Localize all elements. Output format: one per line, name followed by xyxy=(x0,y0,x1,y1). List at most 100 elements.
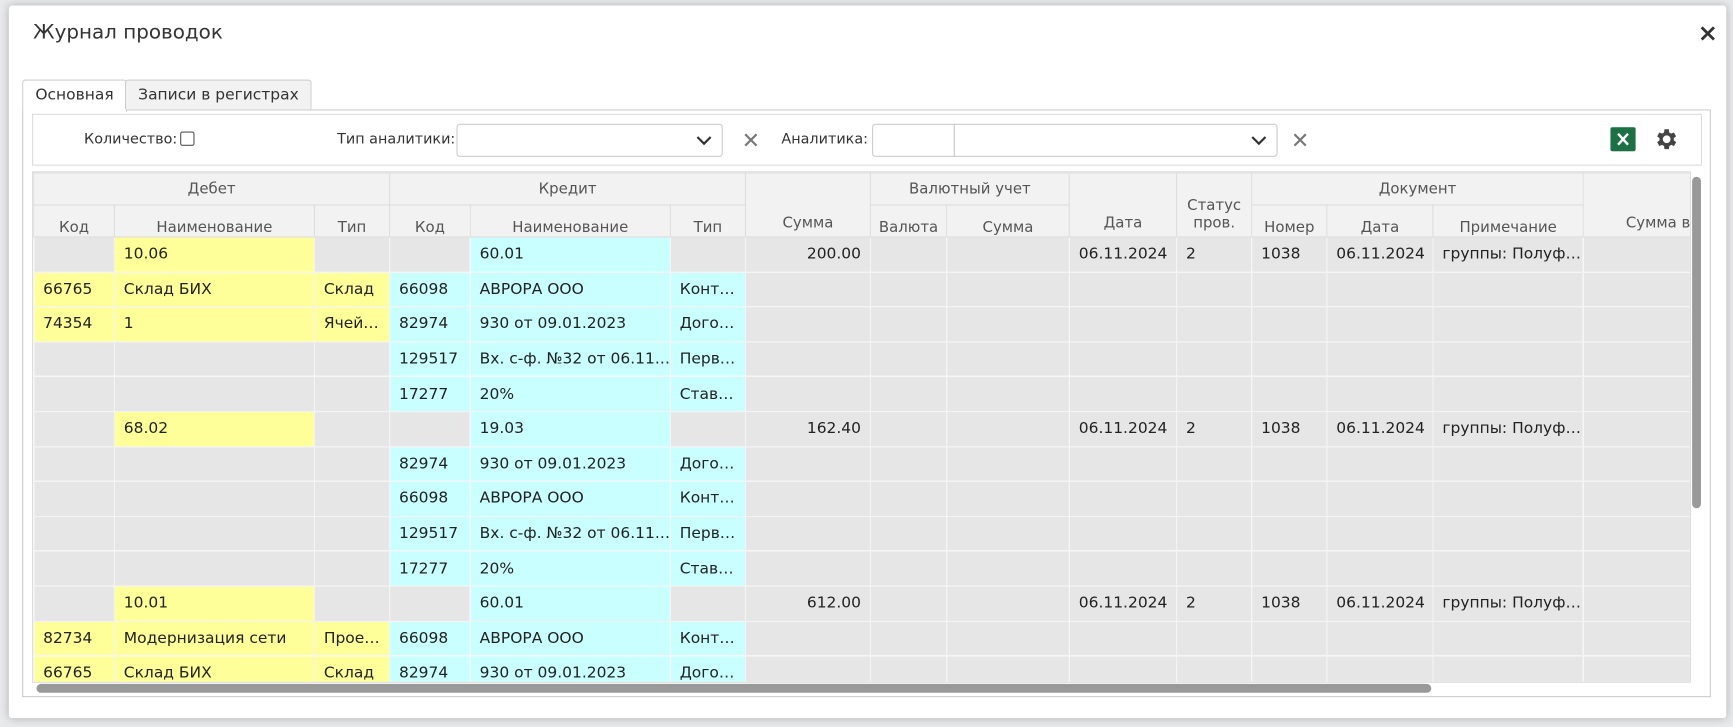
chevron xyxy=(696,136,712,146)
cell xyxy=(1068,306,1178,343)
cell: группы: Полуф… xyxy=(1432,236,1584,273)
cell xyxy=(1068,655,1178,682)
column-header: Номер xyxy=(1251,204,1328,238)
group-header: Кредит xyxy=(389,172,747,206)
cell xyxy=(1582,620,1690,657)
cell: 82974 xyxy=(389,655,471,682)
cell xyxy=(313,445,391,482)
cell: Конт… xyxy=(669,480,747,517)
cell xyxy=(113,376,315,413)
cell: АВРОРА ООО xyxy=(469,620,671,657)
cell: 2 xyxy=(1176,236,1253,273)
cell xyxy=(1176,480,1253,517)
cell xyxy=(113,480,315,517)
cell xyxy=(1176,620,1253,657)
clear-button[interactable]: ✕ xyxy=(1290,127,1310,154)
cell: 930 от 09.01.2023 xyxy=(469,445,671,482)
column-header: Сумма в НУ xyxy=(1582,172,1690,238)
cell xyxy=(744,480,871,517)
cell xyxy=(1432,341,1584,378)
cell: 17277 xyxy=(389,550,471,587)
cell xyxy=(744,620,871,657)
cell xyxy=(313,480,391,517)
cell: группы: Полуф… xyxy=(1432,410,1584,447)
cell: Став… xyxy=(669,550,747,587)
cell xyxy=(1326,620,1434,657)
cell: Перв… xyxy=(669,341,747,378)
cell xyxy=(1326,376,1434,413)
cell xyxy=(313,376,391,413)
cell: 60.01 xyxy=(469,585,671,622)
cell xyxy=(1176,376,1253,413)
column-header: Дата xyxy=(1068,172,1178,238)
table-row: 82734 Модернизация сети Прое… 66098 АВРОРА О… xyxy=(33,620,1690,657)
column-header: Статус пров. xyxy=(1176,172,1253,238)
cell xyxy=(869,480,948,517)
cell: 82974 xyxy=(389,306,471,343)
grid: Дебет Кредит Сумма Валютный учет Дата Статус … xyxy=(32,171,1692,683)
cell: 06.11.2024 xyxy=(1068,410,1178,447)
cell: Став… xyxy=(669,376,747,413)
cell xyxy=(1251,341,1328,378)
cell: группы: Полуф… xyxy=(1432,585,1584,622)
cell: 1 xyxy=(113,306,315,343)
cell xyxy=(1176,341,1253,378)
cell: 82974 xyxy=(389,445,471,482)
cell xyxy=(33,410,115,447)
cell: Дого… xyxy=(669,655,747,682)
checkbox[interactable] xyxy=(180,131,195,146)
cell: 66098 xyxy=(389,271,471,308)
cell xyxy=(744,376,871,413)
header-row: Дебет Кредит Сумма Валютный учет Дата Статус … xyxy=(33,172,1690,238)
table-row: 82974 930 от 09.01.2023 Дого… xyxy=(33,445,1690,482)
cell xyxy=(313,410,391,447)
vertical-scrollbar[interactable] xyxy=(1692,176,1701,509)
tab[interactable]: Записи в регистрах xyxy=(124,79,313,110)
cell xyxy=(313,585,391,622)
cell: 2 xyxy=(1176,410,1253,447)
cell: Вх. с-ф. №32 от 06.11.… xyxy=(469,341,671,378)
cell xyxy=(1432,376,1584,413)
cell xyxy=(744,306,871,343)
cell xyxy=(1326,271,1434,308)
horizontal-scrollbar[interactable] xyxy=(36,683,1432,693)
cell xyxy=(869,550,948,587)
cell: 20% xyxy=(469,550,671,587)
cell: Конт… xyxy=(669,271,747,308)
cell: Прое… xyxy=(313,620,391,657)
cell xyxy=(669,236,747,273)
cell: 66098 xyxy=(389,620,471,657)
filter-label: Тип аналитики: xyxy=(337,131,456,149)
clear-button[interactable]: ✕ xyxy=(741,127,761,154)
cell xyxy=(1326,480,1434,517)
cell xyxy=(869,515,948,552)
excel-button[interactable] xyxy=(1610,127,1636,152)
cell: Вх. с-ф. №32 от 06.11.… xyxy=(469,515,671,552)
cell xyxy=(1432,550,1584,587)
select[interactable] xyxy=(953,123,1278,157)
cell xyxy=(1068,376,1178,413)
cell xyxy=(389,585,471,622)
cell xyxy=(1582,515,1690,552)
cell xyxy=(1432,480,1584,517)
cell xyxy=(1251,376,1328,413)
column-header: Код xyxy=(389,204,471,238)
cell xyxy=(113,341,315,378)
group-header: Валютный учет xyxy=(869,172,1070,206)
cell xyxy=(946,515,1070,552)
close-button[interactable]: × xyxy=(1697,19,1719,48)
cell: Модернизация сети xyxy=(113,620,315,657)
cell: 10.06 xyxy=(113,236,315,273)
tab[interactable]: Основная xyxy=(22,79,127,112)
settings-button[interactable] xyxy=(1652,126,1679,153)
cell: Перв… xyxy=(669,515,747,552)
table-row: 17277 20% Став… xyxy=(33,376,1690,413)
cell xyxy=(946,341,1070,378)
table-row: 129517 Вх. с-ф. №32 от 06.11.… Перв… xyxy=(33,341,1690,378)
cell xyxy=(946,445,1070,482)
select[interactable] xyxy=(456,123,723,157)
column-header: Наименование xyxy=(469,204,671,238)
select[interactable] xyxy=(872,123,955,157)
cell xyxy=(744,515,871,552)
